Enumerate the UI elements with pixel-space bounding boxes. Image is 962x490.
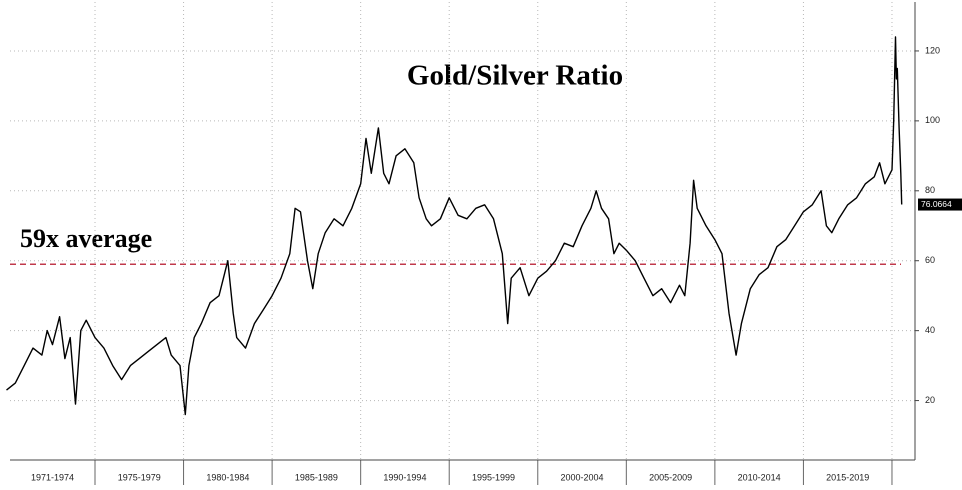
x-period-label: 2000-2004 (561, 472, 604, 482)
x-period-label: 1985-1989 (295, 472, 338, 482)
x-period-label: 2015-2019 (826, 472, 869, 482)
y-tick-label: 80 (925, 185, 935, 195)
last-value-box (918, 198, 962, 211)
x-period-label: 1975-1979 (118, 472, 161, 482)
x-period-label: 1990-1994 (383, 472, 426, 482)
y-tick-label: 40 (925, 325, 935, 335)
x-period-label: 1971-1974 (31, 472, 74, 482)
y-tick-label: 120 (925, 45, 940, 55)
x-period-label: 2005-2009 (649, 472, 692, 482)
x-period-label: 1980-1984 (206, 472, 249, 482)
y-tick-label: 60 (925, 255, 935, 265)
chart-title: Gold/Silver Ratio (407, 60, 623, 92)
ratio-line (6, 36, 903, 416)
y-tick-label: 20 (925, 395, 935, 405)
average-label: 59x average (20, 224, 152, 253)
x-period-label: 1995-1999 (472, 472, 515, 482)
last-value-label: 76.0664 (921, 199, 952, 209)
y-tick-label: 100 (925, 115, 940, 125)
x-period-label: 2010-2014 (738, 472, 781, 482)
